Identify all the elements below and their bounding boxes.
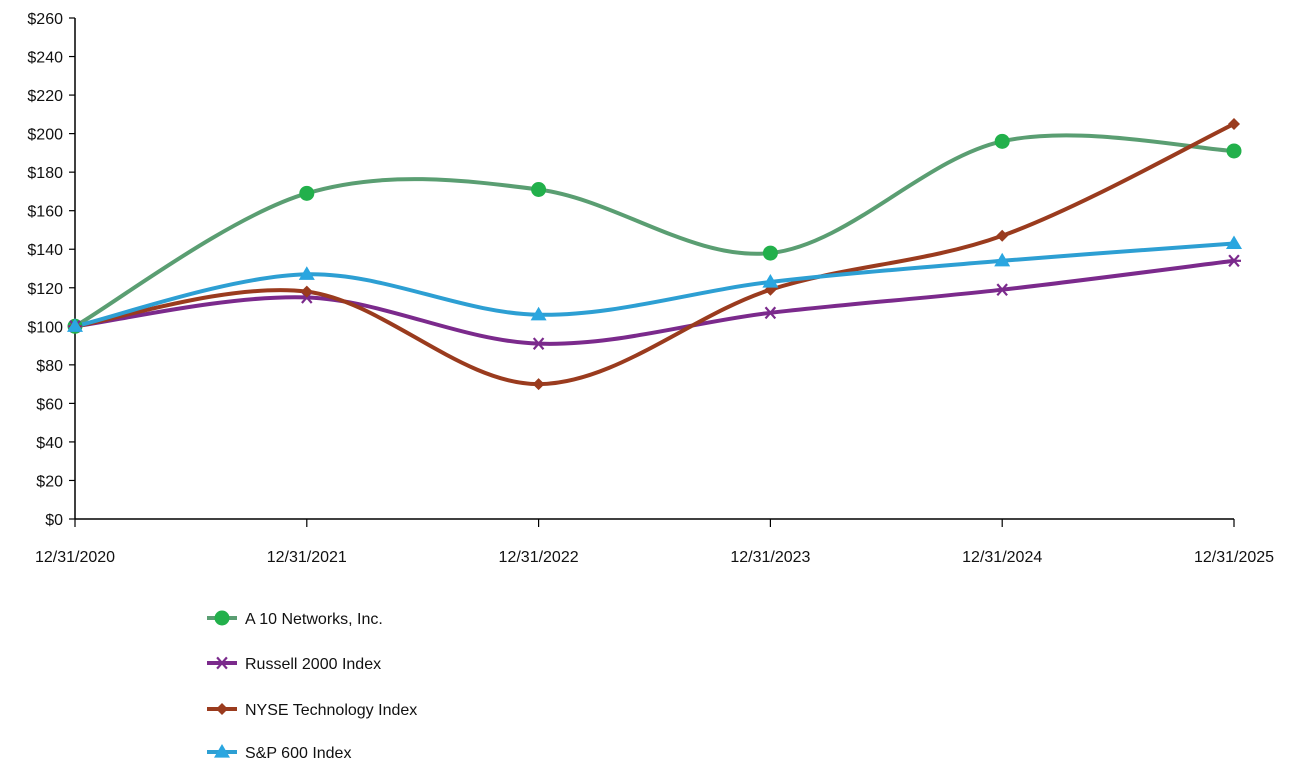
x-tick-label: 12/31/2022 [499, 549, 579, 566]
data-point-s-p-600-index-1 [298, 266, 315, 280]
legend-marker-s-p-600-index [214, 744, 230, 758]
data-point-russell-2000-index-3 [763, 306, 778, 320]
y-tick-label: $220 [27, 88, 63, 105]
y-tick-label: $240 [27, 50, 63, 67]
legend-item-nyse-technology-index: NYSE Technology Index [207, 702, 417, 719]
data-point-a-10-networks-inc-3 [762, 245, 778, 261]
data-point-s-p-600-index-3 [762, 273, 779, 288]
y-tick-label: $20 [36, 473, 63, 490]
x-tick-label: 12/31/2025 [1194, 549, 1274, 566]
y-tick-label: $140 [27, 242, 63, 259]
data-point-a-10-networks-inc-5 [1226, 143, 1242, 159]
data-point-nyse-technology-index-1 [300, 285, 313, 298]
legend-marker-russell-2000-index [215, 656, 229, 670]
data-point-a-10-networks-inc-2 [531, 181, 547, 197]
series-line-a-10-networks-inc [73, 133, 1236, 329]
y-tick-label: $260 [27, 11, 63, 28]
axes: $0 $20 $40 $60 $80 $100 $120 $140 $160 $180 $200 $2… [27, 11, 1274, 566]
legend-item-s-p-600-index: S&P 600 Index [207, 744, 351, 761]
x-tick-label: 12/31/2024 [962, 549, 1042, 566]
data-point-s-p-600-index-4 [994, 252, 1011, 267]
y-tick-label: $120 [27, 281, 63, 298]
data-point-russell-2000-index-4 [995, 283, 1010, 297]
x-tick-label: 12/31/2021 [267, 549, 347, 566]
legend-label-russell-2000-index: Russell 2000 Index [245, 656, 381, 673]
x-tick-label: 12/31/2020 [35, 549, 115, 566]
x-tick-label: 12/31/2023 [730, 549, 810, 566]
series-markers [67, 117, 1242, 391]
data-point-nyse-technology-index-4 [996, 229, 1009, 242]
legend-marker-nyse-technology-index [216, 703, 228, 715]
series-line-russell-2000-index [73, 258, 1236, 346]
legend-label-a-10-networks-inc: A 10 Networks, Inc. [245, 611, 383, 628]
y-tick-label: $40 [36, 435, 63, 452]
legend-item-a-10-networks-inc: A 10 Networks, Inc. [207, 610, 383, 628]
y-tick-label: $80 [36, 358, 63, 375]
y-tick-label: $60 [36, 396, 63, 413]
data-point-nyse-technology-index-5 [1228, 117, 1240, 130]
legend-item-russell-2000-index: Russell 2000 Index [207, 656, 381, 673]
data-point-a-10-networks-inc-4 [994, 133, 1010, 149]
data-point-nyse-technology-index-2 [532, 378, 545, 391]
data-point-russell-2000-index-2 [531, 337, 546, 350]
legend: A 10 Networks, Inc. Russell 2000 Index NYS… [207, 610, 417, 761]
y-tick-label: $0 [45, 512, 63, 529]
y-tick-label: $200 [27, 127, 63, 144]
legend-label-s-p-600-index: S&P 600 Index [245, 745, 351, 761]
data-point-a-10-networks-inc-1 [299, 185, 315, 201]
data-point-s-p-600-index-0 [67, 318, 83, 332]
data-point-s-p-600-index-2 [530, 306, 547, 321]
data-point-russell-2000-index-5 [1227, 254, 1241, 268]
legend-marker-a-10-networks-inc [214, 610, 230, 626]
data-point-s-p-600-index-5 [1226, 235, 1242, 250]
y-tick-label: $180 [27, 165, 63, 182]
series-line-s-p-600-index [73, 241, 1236, 329]
y-tick-label: $100 [27, 319, 63, 336]
legend-label-nyse-technology-index: NYSE Technology Index [245, 702, 417, 719]
series-line-nyse-technology-index [73, 121, 1236, 387]
series-lines [73, 121, 1236, 387]
y-tick-label: $160 [27, 204, 63, 221]
